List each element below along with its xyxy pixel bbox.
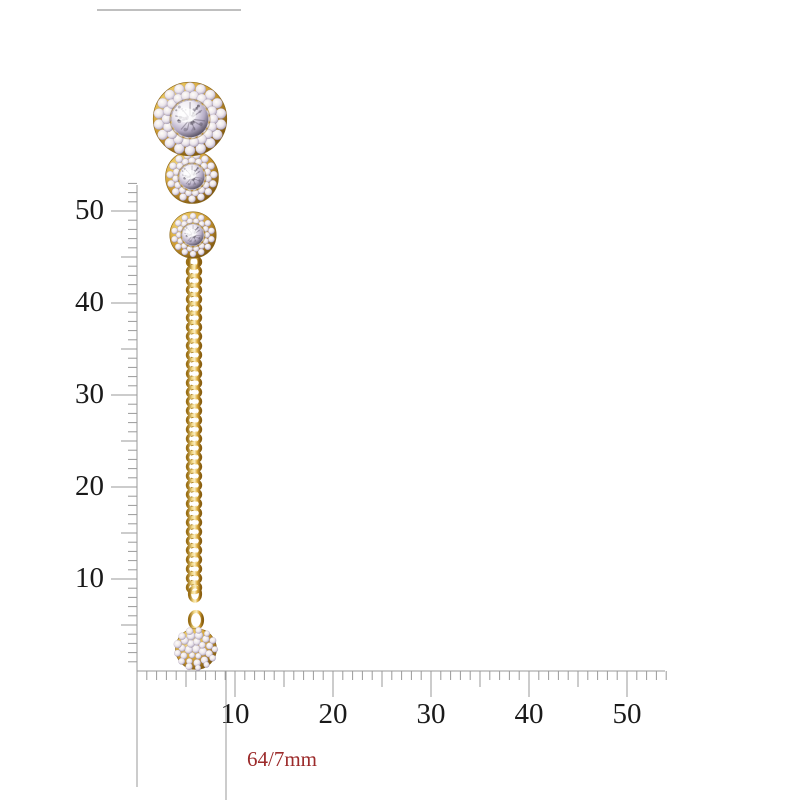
svg-text:20: 20	[319, 698, 348, 730]
svg-text:40: 40	[75, 286, 104, 318]
svg-text:10: 10	[75, 562, 104, 594]
svg-text:20: 20	[75, 470, 104, 502]
svg-text:50: 50	[75, 194, 104, 226]
svg-text:50: 50	[613, 698, 642, 730]
svg-text:10: 10	[221, 698, 250, 730]
svg-text:64/7mm: 64/7mm	[247, 747, 317, 771]
svg-text:40: 40	[515, 698, 544, 730]
svg-text:30: 30	[75, 378, 104, 410]
svg-text:30: 30	[417, 698, 446, 730]
